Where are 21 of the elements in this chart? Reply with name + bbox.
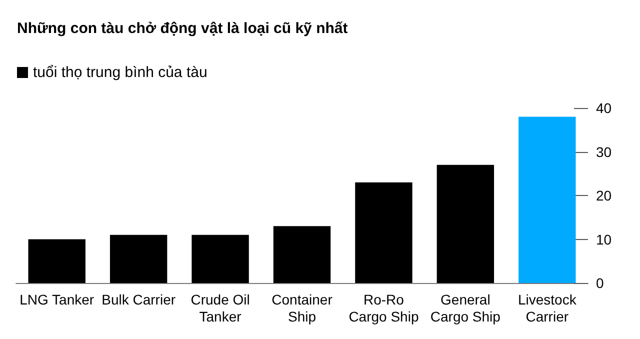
bar [110, 234, 168, 283]
bar [273, 226, 331, 283]
bar [355, 182, 412, 283]
x-tick-label: Bulk Carrier [102, 292, 176, 308]
y-tick-label: 10 [596, 231, 612, 248]
x-tick-label: Container Ship [272, 292, 333, 324]
x-tick-label: Ro-Ro Cargo Ship [348, 292, 419, 324]
bar [28, 239, 86, 283]
x-tick-label: Livestock Carrier [518, 292, 578, 324]
legend-label: tuổi thọ trung bình của tàu [33, 64, 208, 81]
y-tick-label: 0 [596, 275, 604, 291]
chart-title: Những con tàu chở động vật là loại cũ kỹ nhất [17, 20, 348, 37]
y-tick-label: 40 [596, 100, 612, 116]
y-tick-label: 30 [596, 144, 612, 160]
bar [192, 234, 249, 283]
x-tick-label: General Cargo Ship [430, 292, 501, 324]
bar [518, 116, 576, 283]
x-tick-label: Crude Oil Tanker [190, 292, 250, 324]
y-tick-label: 20 [596, 188, 612, 204]
bar [436, 164, 494, 283]
x-tick-label: LNG Tanker [20, 292, 94, 308]
